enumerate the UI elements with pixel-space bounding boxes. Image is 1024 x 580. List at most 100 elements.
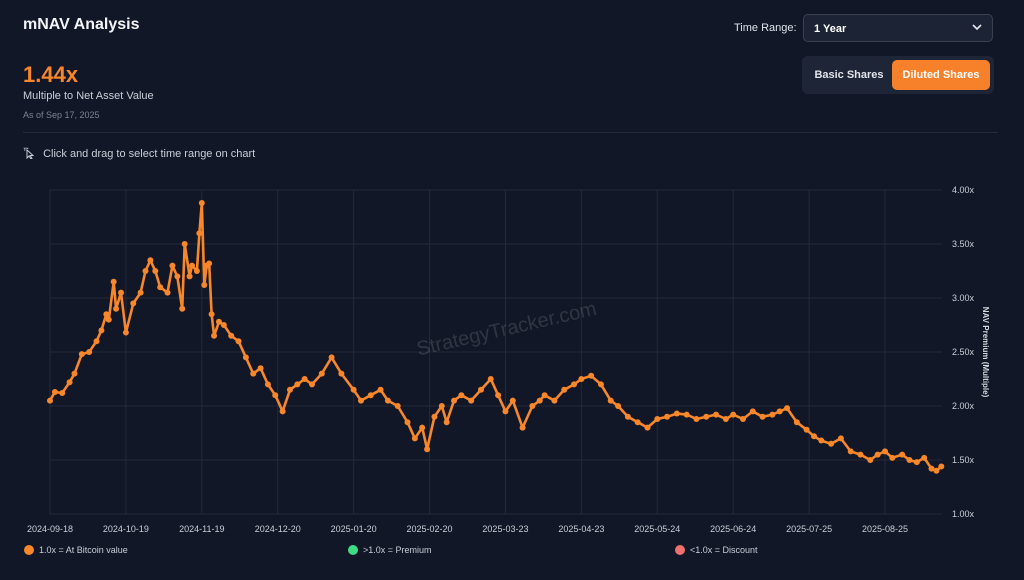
data-point[interactable] (857, 451, 864, 458)
data-point[interactable] (215, 318, 222, 325)
data-point[interactable] (784, 405, 791, 412)
data-point[interactable] (66, 379, 73, 386)
data-point[interactable] (208, 311, 215, 318)
data-point[interactable] (906, 457, 913, 463)
data-point[interactable] (350, 386, 357, 393)
data-point[interactable] (357, 397, 364, 404)
data-point[interactable] (394, 403, 401, 409)
data-point[interactable] (519, 424, 526, 431)
data-point[interactable] (51, 388, 58, 395)
data-point[interactable] (541, 392, 548, 399)
data-point[interactable] (294, 381, 301, 388)
data-point[interactable] (181, 241, 188, 247)
data-point[interactable] (78, 351, 85, 358)
data-point[interactable] (328, 354, 335, 361)
time-range-select[interactable]: 1 Year (803, 14, 993, 42)
data-point[interactable] (588, 372, 595, 379)
data-point[interactable] (424, 446, 431, 453)
data-point[interactable] (693, 415, 700, 422)
data-point[interactable] (928, 465, 935, 472)
data-point[interactable] (644, 424, 651, 431)
data-point[interactable] (634, 419, 641, 426)
data-point[interactable] (713, 411, 720, 418)
data-point[interactable] (551, 397, 558, 404)
data-point[interactable] (250, 370, 257, 377)
data-point[interactable] (874, 451, 881, 458)
data-point[interactable] (443, 419, 450, 426)
basic-shares-button[interactable]: Basic Shares (814, 69, 884, 81)
data-point[interactable] (561, 386, 568, 393)
data-point[interactable] (301, 376, 308, 382)
data-point[interactable] (93, 338, 100, 345)
data-point[interactable] (272, 392, 279, 399)
data-point[interactable] (110, 278, 117, 285)
data-point[interactable] (683, 411, 690, 418)
data-point[interactable] (730, 411, 737, 418)
data-point[interactable] (571, 381, 578, 388)
data-point[interactable] (189, 262, 196, 269)
data-point[interactable] (105, 316, 112, 323)
data-point[interactable] (921, 454, 928, 461)
data-point[interactable] (938, 463, 945, 470)
data-point[interactable] (749, 408, 756, 415)
data-point[interactable] (654, 415, 661, 422)
data-point[interactable] (228, 332, 235, 339)
data-point[interactable] (174, 273, 181, 280)
data-point[interactable] (536, 397, 543, 404)
data-point[interactable] (615, 403, 622, 409)
data-point[interactable] (673, 410, 680, 417)
data-point[interactable] (157, 284, 164, 291)
data-point[interactable] (776, 408, 783, 415)
data-point[interactable] (118, 289, 125, 296)
data-point[interactable] (198, 199, 205, 206)
data-point[interactable] (71, 370, 78, 377)
data-point[interactable] (122, 329, 129, 336)
data-point[interactable] (404, 419, 411, 426)
data-point[interactable] (867, 457, 874, 463)
data-point[interactable] (220, 322, 227, 328)
data-point[interactable] (607, 397, 614, 404)
data-point[interactable] (411, 435, 418, 442)
data-point[interactable] (279, 408, 286, 415)
data-point[interactable] (759, 413, 766, 420)
data-point[interactable] (451, 397, 458, 404)
data-point[interactable] (468, 397, 475, 404)
data-point[interactable] (309, 381, 316, 388)
data-point[interactable] (913, 459, 920, 466)
data-point[interactable] (86, 349, 93, 355)
data-point[interactable] (419, 424, 426, 431)
data-point[interactable] (502, 408, 509, 415)
data-point[interactable] (624, 413, 631, 420)
data-point[interactable] (98, 327, 105, 334)
data-point[interactable] (899, 451, 906, 458)
data-point[interactable] (137, 289, 144, 296)
data-point[interactable] (206, 260, 213, 267)
data-point[interactable] (495, 392, 502, 399)
data-point[interactable] (235, 338, 242, 345)
data-point[interactable] (487, 376, 494, 382)
data-point[interactable] (793, 419, 800, 426)
data-point[interactable] (739, 415, 746, 422)
data-point[interactable] (179, 305, 186, 312)
data-point[interactable] (377, 386, 384, 393)
data-point[interactable] (367, 392, 374, 399)
data-point[interactable] (384, 397, 391, 404)
data-point[interactable] (722, 415, 729, 422)
data-point[interactable] (837, 435, 844, 442)
data-point[interactable] (113, 305, 120, 312)
data-point[interactable] (211, 332, 218, 339)
data-point[interactable] (810, 433, 817, 440)
data-point[interactable] (882, 448, 888, 455)
data-point[interactable] (529, 403, 536, 409)
data-point[interactable] (597, 381, 604, 388)
data-point[interactable] (264, 381, 271, 388)
data-point[interactable] (578, 376, 585, 382)
data-point[interactable] (431, 413, 438, 420)
data-point[interactable] (318, 370, 325, 377)
data-point[interactable] (142, 268, 149, 274)
data-point[interactable] (201, 282, 208, 289)
data-point[interactable] (147, 257, 154, 264)
data-point[interactable] (164, 289, 171, 296)
data-point[interactable] (169, 262, 176, 269)
